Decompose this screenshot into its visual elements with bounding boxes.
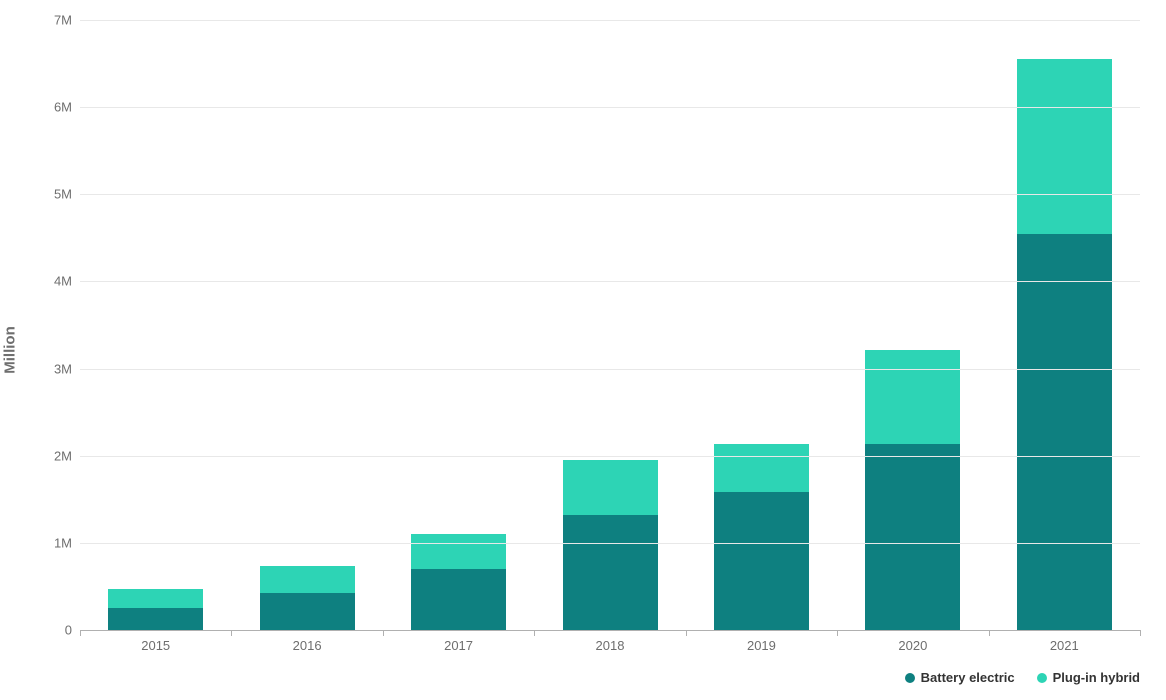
- bar-segment-battery-electric: [108, 608, 203, 630]
- x-tick-label: 2019: [747, 638, 776, 653]
- bar-segment-battery-electric: [563, 515, 658, 630]
- bar-group: [1017, 59, 1112, 630]
- x-tick-mark: [231, 630, 232, 636]
- gridline: [80, 107, 1140, 108]
- bar-segment-plug-in-hybrid: [1017, 59, 1112, 233]
- x-tick-mark: [80, 630, 81, 636]
- x-tick-mark: [534, 630, 535, 636]
- y-tick-label: 7M: [12, 13, 72, 28]
- bars-layer: [80, 20, 1140, 630]
- bar-group: [411, 534, 506, 630]
- bar-segment-plug-in-hybrid: [714, 444, 809, 492]
- y-tick-label: 1M: [12, 535, 72, 550]
- bar-segment-battery-electric: [260, 593, 355, 630]
- legend-item-battery-electric: Battery electric: [905, 670, 1015, 685]
- gridline: [80, 281, 1140, 282]
- y-tick-label: 0: [12, 623, 72, 638]
- gridline: [80, 20, 1140, 21]
- bar-segment-plug-in-hybrid: [865, 350, 960, 444]
- stacked-bar-chart: Million Battery electric Plug-in hybrid …: [0, 0, 1166, 700]
- legend-label-battery-electric: Battery electric: [921, 670, 1015, 685]
- x-tick-label: 2015: [141, 638, 170, 653]
- bar-group: [260, 566, 355, 630]
- bar-segment-battery-electric: [865, 444, 960, 630]
- y-tick-label: 6M: [12, 100, 72, 115]
- plot-area: [80, 20, 1140, 631]
- x-tick-label: 2017: [444, 638, 473, 653]
- x-tick-mark: [837, 630, 838, 636]
- x-tick-mark: [383, 630, 384, 636]
- bar-group: [714, 444, 809, 630]
- bar-segment-plug-in-hybrid: [260, 566, 355, 592]
- y-tick-label: 3M: [12, 361, 72, 376]
- y-tick-label: 5M: [12, 187, 72, 202]
- bar-group: [563, 460, 658, 630]
- legend: Battery electric Plug-in hybrid: [905, 670, 1140, 685]
- x-tick-label: 2016: [293, 638, 322, 653]
- bar-segment-battery-electric: [714, 492, 809, 630]
- bar-segment-plug-in-hybrid: [108, 589, 203, 608]
- bar-segment-plug-in-hybrid: [563, 460, 658, 515]
- legend-swatch-battery-electric: [905, 673, 915, 683]
- legend-swatch-plug-in-hybrid: [1037, 673, 1047, 683]
- gridline: [80, 194, 1140, 195]
- x-tick-mark: [1140, 630, 1141, 636]
- bar-segment-battery-electric: [1017, 234, 1112, 631]
- bar-segment-plug-in-hybrid: [411, 534, 506, 569]
- gridline: [80, 369, 1140, 370]
- x-tick-label: 2021: [1050, 638, 1079, 653]
- y-tick-label: 2M: [12, 448, 72, 463]
- gridline: [80, 543, 1140, 544]
- x-tick-label: 2018: [596, 638, 625, 653]
- gridline: [80, 456, 1140, 457]
- y-tick-label: 4M: [12, 274, 72, 289]
- x-tick-label: 2020: [898, 638, 927, 653]
- bar-segment-battery-electric: [411, 569, 506, 630]
- legend-label-plug-in-hybrid: Plug-in hybrid: [1053, 670, 1140, 685]
- legend-item-plug-in-hybrid: Plug-in hybrid: [1037, 670, 1140, 685]
- x-tick-mark: [989, 630, 990, 636]
- bar-group: [865, 350, 960, 630]
- x-tick-mark: [686, 630, 687, 636]
- bar-group: [108, 589, 203, 630]
